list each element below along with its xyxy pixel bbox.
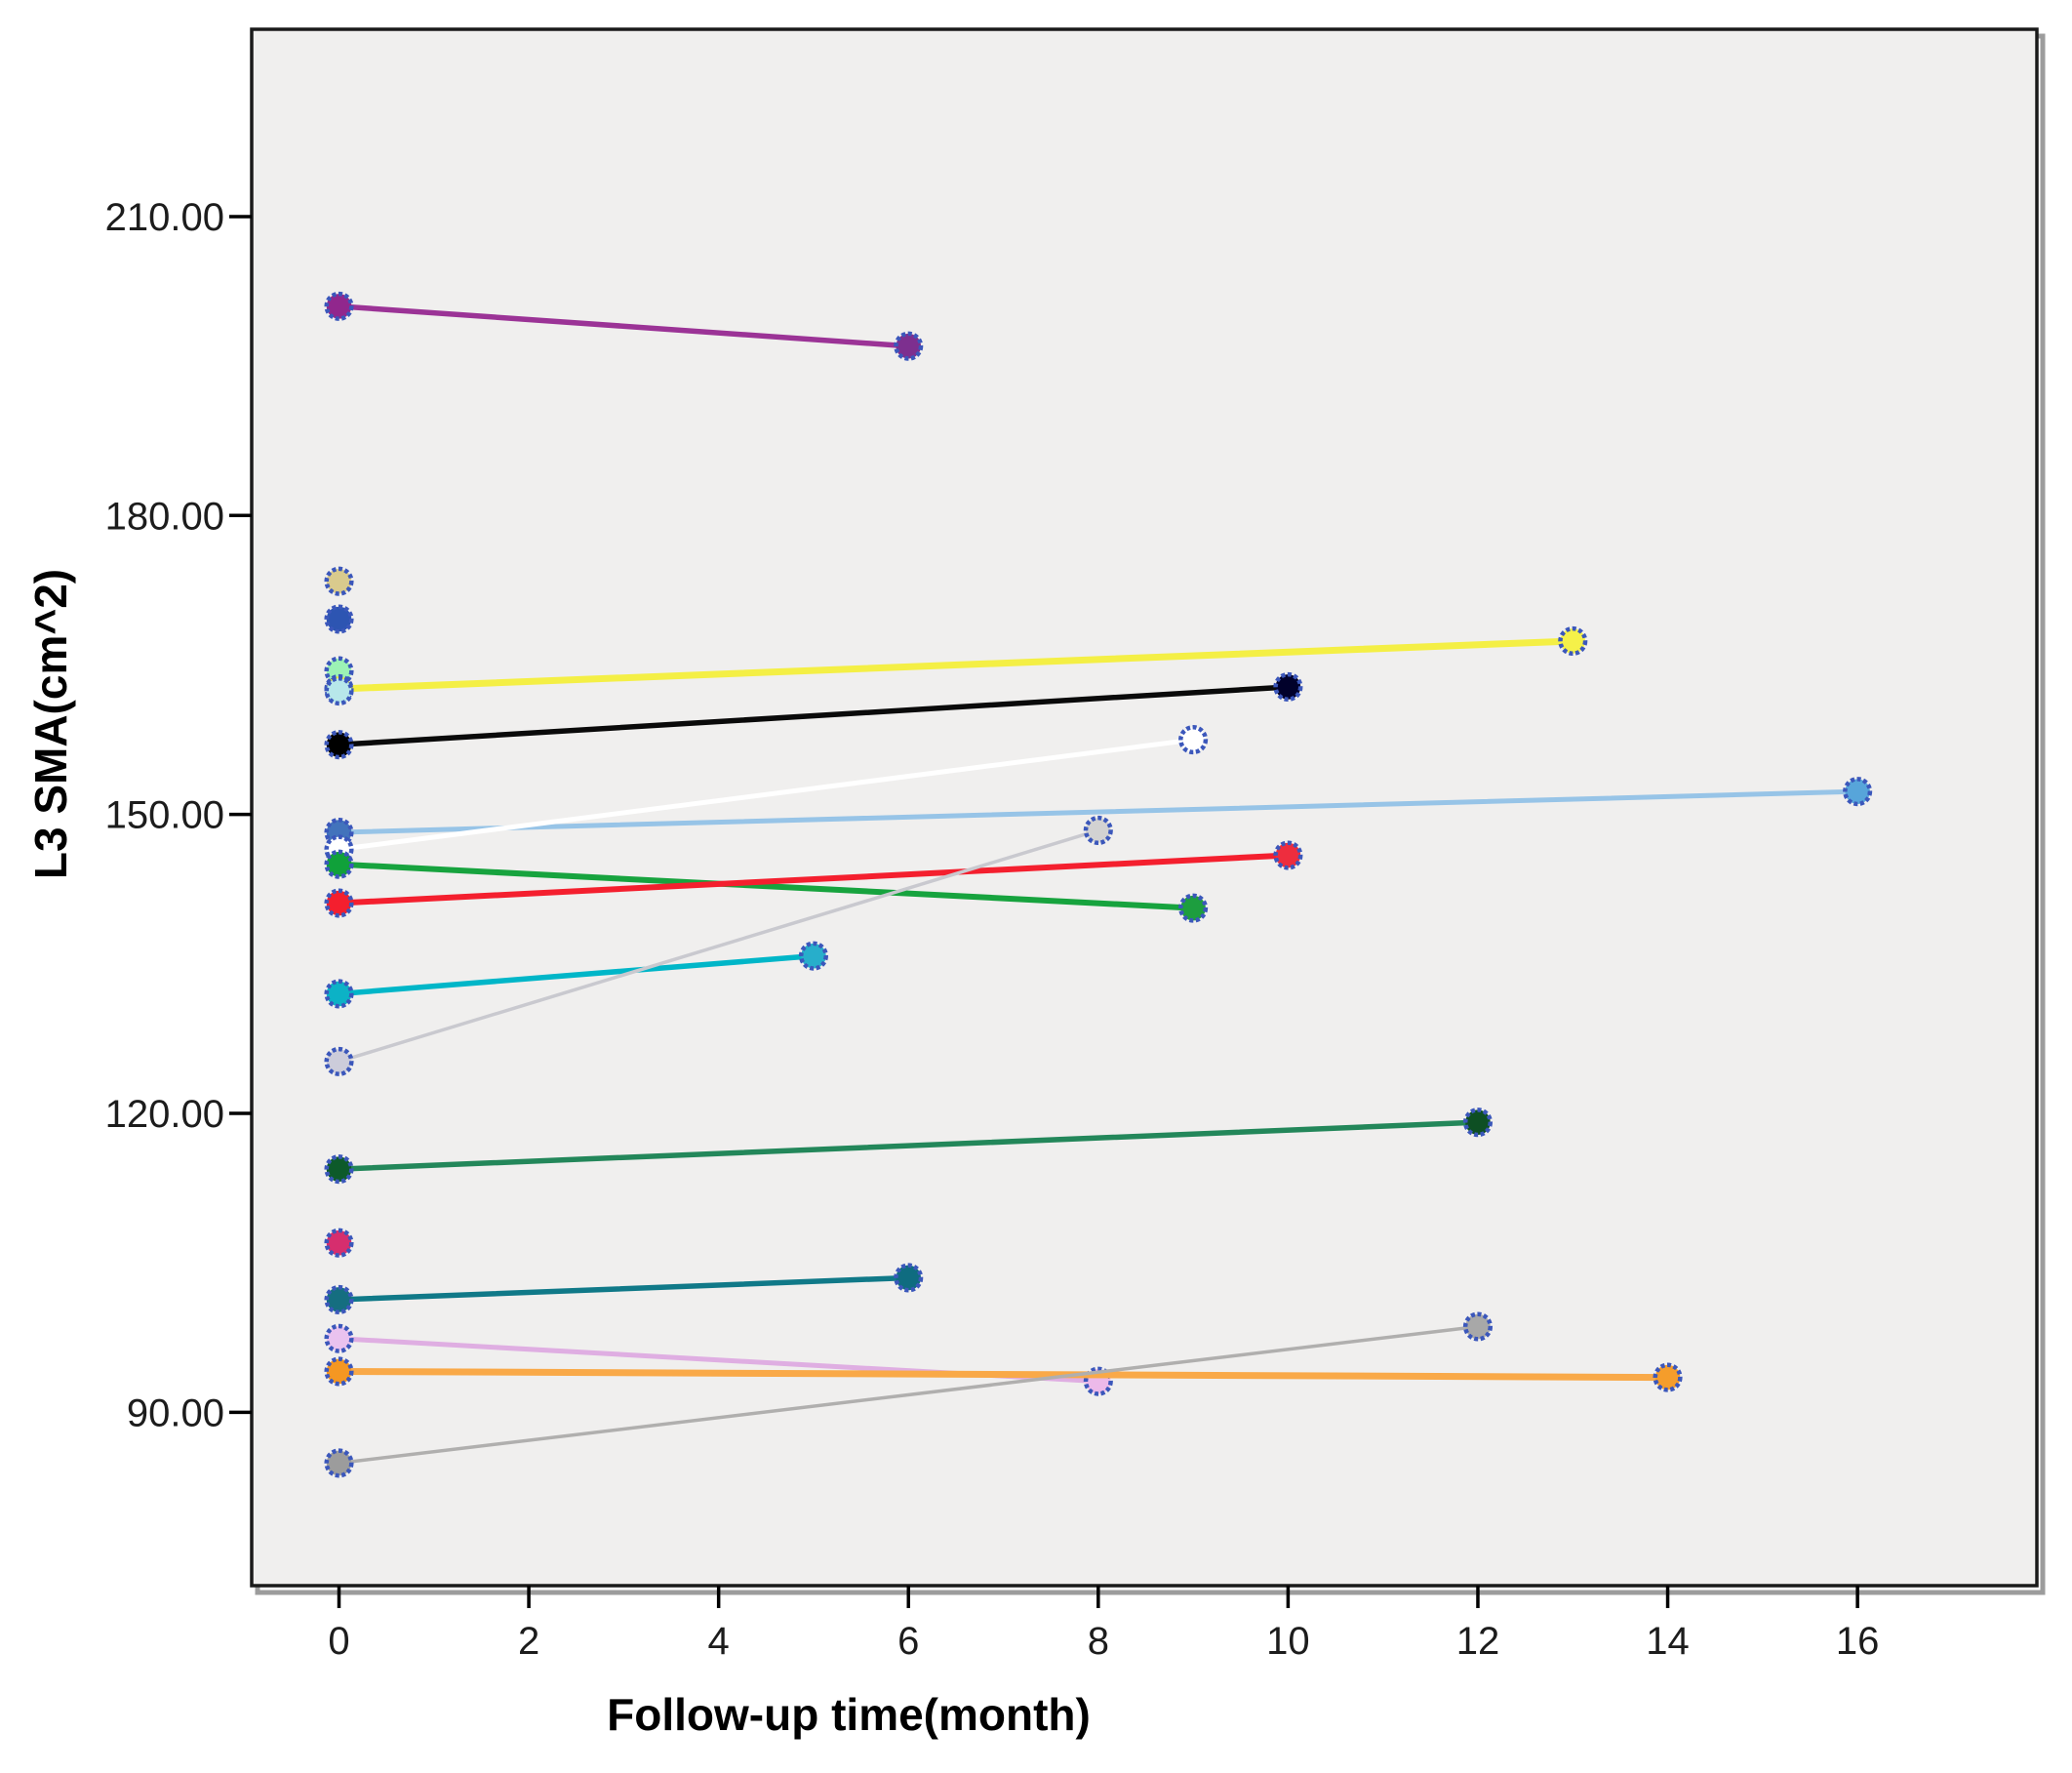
data-point-marker bbox=[324, 1228, 354, 1258]
series-patient-orange bbox=[324, 1356, 1683, 1392]
data-point-marker bbox=[324, 1448, 354, 1478]
trend-line bbox=[336, 637, 1576, 693]
x-tick-label: 12 bbox=[1456, 1620, 1500, 1663]
trend-line bbox=[336, 1119, 1481, 1172]
data-point-marker bbox=[324, 888, 354, 918]
series-patient-royal-blue bbox=[324, 604, 354, 634]
x-tick-label: 0 bbox=[328, 1620, 349, 1663]
series-patient-light-cyan bbox=[324, 675, 354, 706]
data-point-marker bbox=[1178, 725, 1209, 755]
data-point-marker bbox=[894, 331, 924, 361]
x-tick-label: 6 bbox=[897, 1620, 919, 1663]
series-patient-purple bbox=[324, 291, 924, 361]
data-point-marker bbox=[1273, 671, 1303, 702]
trend-line bbox=[337, 1324, 1480, 1466]
x-tick-label: 14 bbox=[1646, 1620, 1690, 1663]
plot-frame bbox=[250, 27, 2039, 1588]
data-point-marker bbox=[1843, 777, 1873, 807]
data-point-marker bbox=[1653, 1362, 1683, 1392]
x-tick-label: 2 bbox=[518, 1620, 539, 1663]
x-tick-label: 10 bbox=[1266, 1620, 1310, 1663]
x-axis-title: Follow-up time(month) bbox=[607, 1689, 1091, 1740]
series-patient-crimson bbox=[324, 1228, 354, 1258]
data-point-marker bbox=[1273, 840, 1303, 870]
plot-area bbox=[252, 29, 2037, 1586]
y-tick-label: 180.00 bbox=[105, 495, 224, 538]
y-tick-label: 210.00 bbox=[105, 196, 224, 239]
data-point-marker bbox=[324, 1046, 354, 1076]
series-patient-turquoise bbox=[324, 941, 828, 1009]
data-point-marker bbox=[1083, 815, 1113, 846]
series-patient-dark-green bbox=[324, 1108, 1494, 1185]
trend-line bbox=[336, 861, 1197, 911]
trend-line bbox=[337, 788, 1860, 835]
trend-line bbox=[336, 1274, 911, 1303]
data-point-marker bbox=[1558, 625, 1588, 657]
data-point-marker bbox=[324, 1154, 354, 1185]
y-tick-label: 90.00 bbox=[127, 1391, 224, 1434]
data-point-marker bbox=[894, 1263, 924, 1293]
trend-line bbox=[336, 952, 817, 997]
series-patient-black bbox=[324, 671, 1303, 760]
data-point-marker bbox=[324, 291, 354, 321]
series-patient-red bbox=[324, 840, 1303, 918]
trend-line bbox=[337, 737, 1196, 852]
series-patient-silver bbox=[324, 815, 1113, 1076]
trend-line bbox=[336, 303, 911, 349]
y-tick-label: 150.00 bbox=[105, 794, 224, 837]
trend-line bbox=[336, 1367, 1672, 1382]
data-point-marker bbox=[324, 675, 354, 706]
x-tick-label: 8 bbox=[1088, 1620, 1109, 1663]
data-point-marker bbox=[324, 604, 354, 634]
series-patient-khaki bbox=[324, 566, 354, 596]
data-point-marker bbox=[324, 849, 354, 879]
series-patient-gray bbox=[324, 1311, 1494, 1478]
series-patient-green bbox=[324, 849, 1209, 923]
x-tick-label: 16 bbox=[1836, 1620, 1880, 1663]
data-point-marker bbox=[798, 941, 828, 971]
data-point-marker bbox=[324, 979, 354, 1009]
data-point-marker bbox=[1462, 1108, 1494, 1138]
data-point-marker bbox=[1462, 1311, 1494, 1342]
data-point-marker bbox=[324, 566, 354, 596]
y-axis-title: L3 SMA(cm^2) bbox=[25, 568, 76, 880]
y-tick-label: 120.00 bbox=[105, 1093, 224, 1136]
trend-line bbox=[336, 684, 1292, 747]
series-patient-teal bbox=[324, 1263, 924, 1314]
data-point-marker bbox=[324, 1356, 354, 1387]
trend-line bbox=[337, 828, 1100, 1064]
data-point-marker bbox=[1178, 893, 1209, 923]
data-point-marker bbox=[324, 730, 354, 760]
x-tick-label: 4 bbox=[708, 1620, 730, 1663]
trend-line bbox=[336, 852, 1292, 907]
series-patient-steel-blue bbox=[324, 777, 1873, 848]
data-point-marker bbox=[324, 1284, 354, 1314]
data-point-marker bbox=[324, 1323, 354, 1353]
